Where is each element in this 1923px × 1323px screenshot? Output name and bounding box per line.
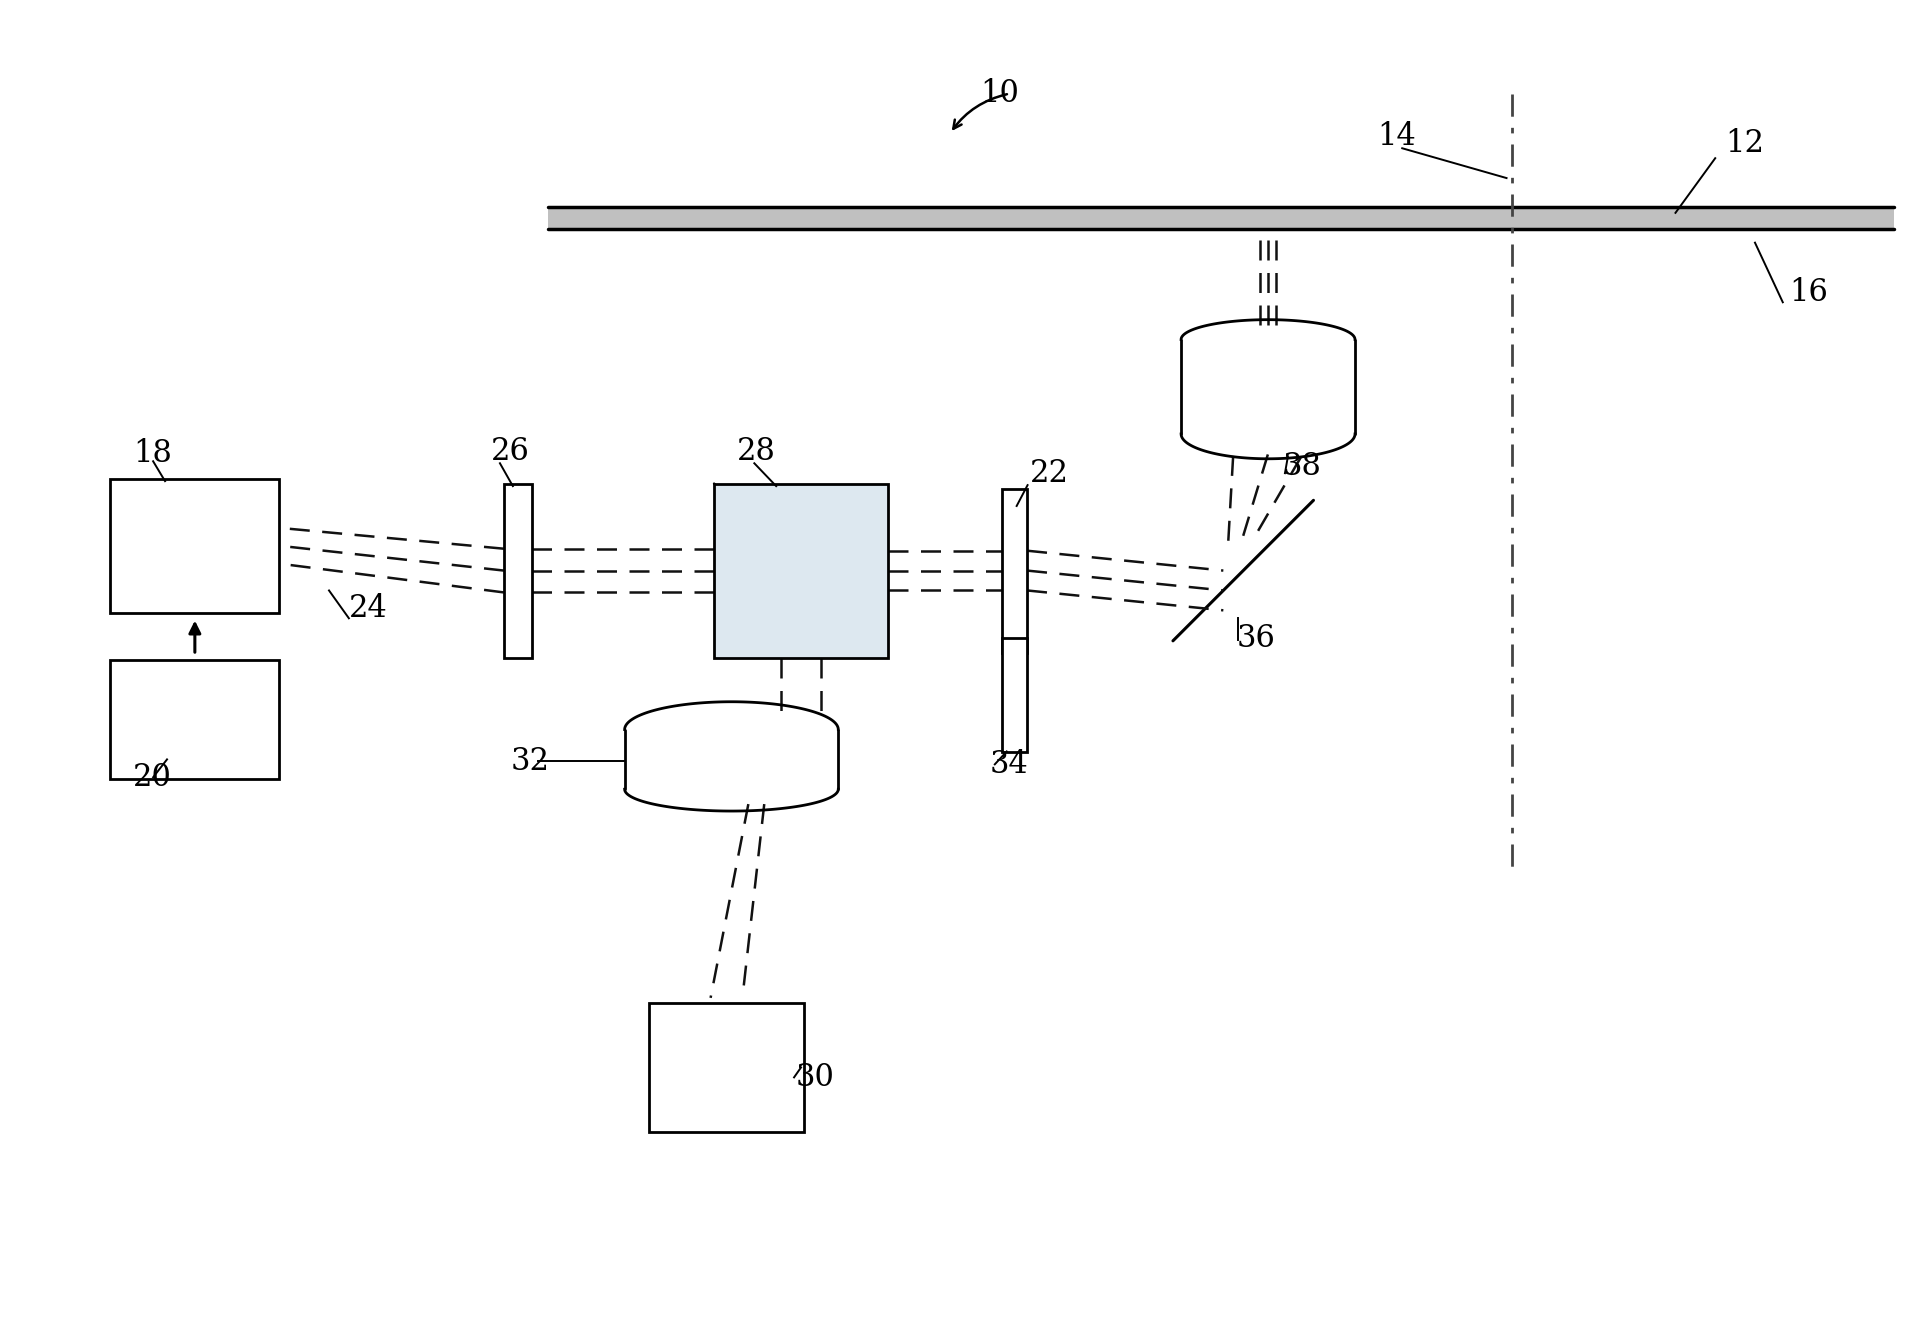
Text: 14: 14 xyxy=(1377,120,1415,152)
Bar xyxy=(1002,488,1027,652)
Text: 12: 12 xyxy=(1725,128,1763,159)
Bar xyxy=(650,1003,804,1132)
Text: 36: 36 xyxy=(1236,623,1275,654)
Bar xyxy=(504,484,533,658)
Text: 16: 16 xyxy=(1790,277,1829,308)
Bar xyxy=(548,206,1894,229)
Text: 18: 18 xyxy=(133,438,173,468)
Text: 26: 26 xyxy=(490,435,531,467)
Text: 28: 28 xyxy=(737,435,775,467)
Bar xyxy=(110,479,279,613)
Text: 20: 20 xyxy=(133,762,173,792)
Text: 30: 30 xyxy=(796,1062,835,1093)
Bar xyxy=(110,660,279,779)
Text: 10: 10 xyxy=(981,78,1019,108)
Bar xyxy=(713,484,888,658)
Text: 24: 24 xyxy=(348,593,388,624)
Text: 38: 38 xyxy=(1283,451,1321,482)
Text: 22: 22 xyxy=(1029,458,1069,488)
Bar xyxy=(1002,638,1027,751)
Text: 32: 32 xyxy=(512,746,550,777)
Text: 34: 34 xyxy=(990,749,1029,779)
